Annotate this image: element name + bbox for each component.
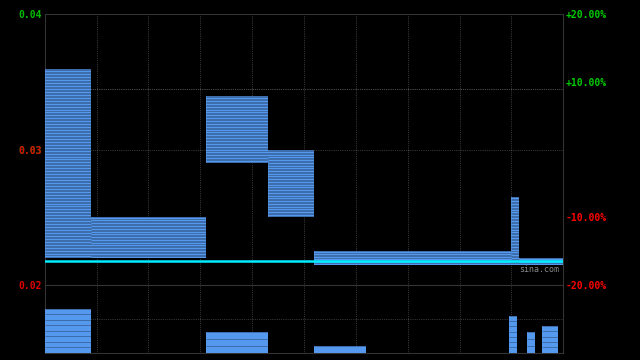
Bar <box>92 217 205 258</box>
Bar <box>527 333 534 353</box>
Text: sina.com: sina.com <box>519 265 559 274</box>
Bar <box>205 333 268 353</box>
Bar <box>45 309 92 353</box>
Bar <box>314 346 366 353</box>
Bar <box>509 316 516 353</box>
Bar <box>45 68 92 258</box>
Bar <box>268 150 314 217</box>
Bar <box>314 251 511 265</box>
Bar <box>543 326 558 353</box>
Bar <box>205 96 268 163</box>
Bar <box>519 258 563 265</box>
Bar <box>511 197 519 265</box>
